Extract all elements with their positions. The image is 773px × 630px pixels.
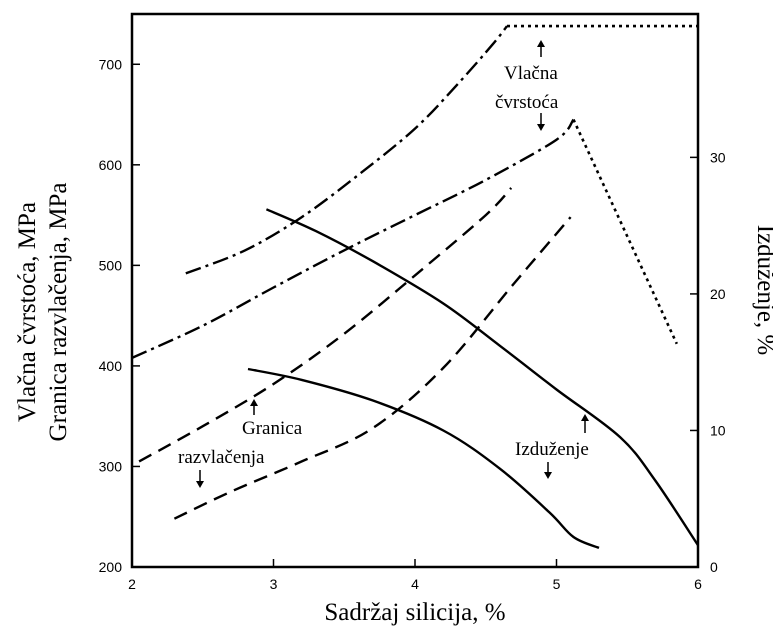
y-right-tick-label: 30	[710, 149, 726, 165]
arrow-down-elongation	[544, 462, 552, 479]
y-left-tick-label: 500	[99, 257, 123, 273]
series-solid-6	[265, 208, 699, 546]
arrow-down-tensile	[537, 113, 545, 131]
arrow-down-yield	[196, 470, 204, 488]
x-tick-label: 4	[411, 576, 419, 592]
left-axis-title-1: Vlačna čvrstoća, MPa	[14, 202, 41, 422]
curves	[131, 24, 699, 550]
annotation-yield-line1: Granica	[242, 418, 303, 439]
y-right-tick-label: 20	[710, 286, 726, 302]
annotation-yield-line2: razvlačenja	[178, 447, 265, 468]
x-axis-title: Sadržaj silicija, %	[324, 599, 505, 626]
y-left-tick-label: 200	[99, 559, 123, 575]
x-tick-label: 6	[694, 576, 702, 592]
y-left-tick-label: 700	[99, 56, 123, 72]
series-dashed-4	[138, 187, 513, 463]
series-dash-dot-0	[185, 25, 508, 275]
y-left-tick-label: 300	[99, 458, 123, 474]
arrow-up-yield	[250, 399, 258, 415]
annotation-tensile-line1: Vlačna	[504, 63, 558, 84]
series-dashed-5	[173, 216, 572, 520]
arrow-up-tensile	[537, 40, 545, 57]
plot-frame	[130, 12, 700, 569]
right-axis-title: Izduženje, %	[752, 225, 773, 355]
series-dash-dot-2	[131, 118, 575, 359]
series-dotted-3	[572, 119, 678, 345]
x-tick-label: 3	[270, 576, 278, 592]
y-left-tick-label: 600	[99, 157, 123, 173]
y-right-tick-label: 0	[710, 559, 718, 575]
y-left-tick-label: 400	[99, 358, 123, 374]
annotation-tensile-line2: čvrstoća	[495, 92, 559, 113]
annotation-elongation: Izduženje	[515, 439, 589, 460]
x-tick-label: 2	[128, 576, 136, 592]
arrow-up-elongation	[581, 414, 589, 433]
series-solid-7	[247, 367, 600, 550]
ticks: 2 3 4 5 6 200 300 400 500 600 700 0 10 20 30	[99, 56, 726, 592]
y-right-tick-label: 10	[710, 422, 726, 438]
x-tick-label: 5	[553, 576, 561, 592]
left-axis-title-2: Granica razvlačenja, MPa	[45, 183, 72, 442]
